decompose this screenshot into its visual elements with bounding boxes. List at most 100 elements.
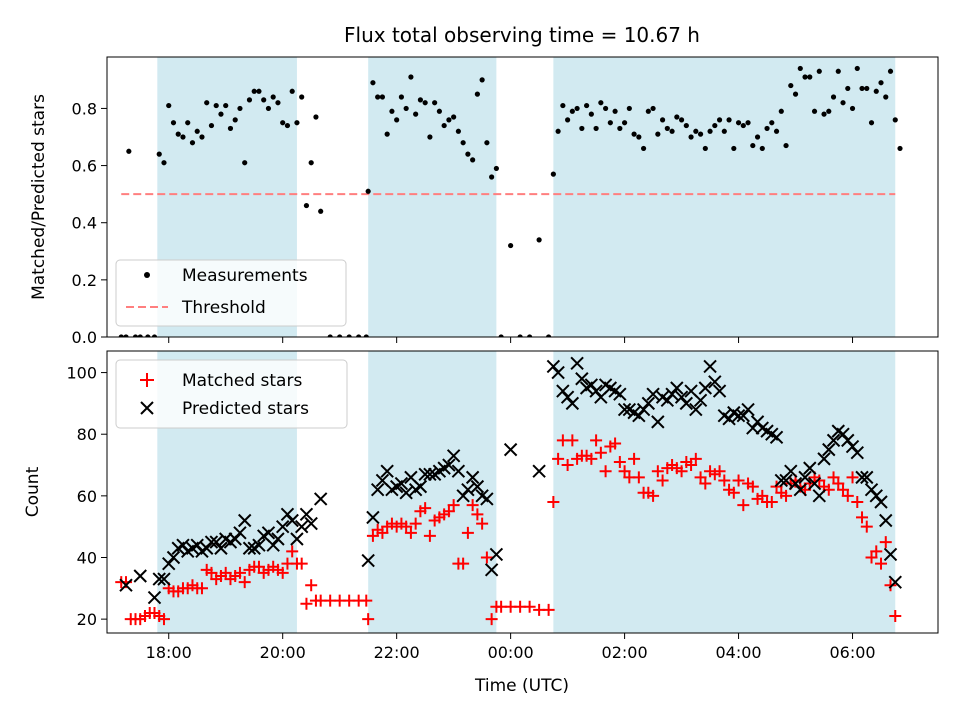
legend-label-predicted: Predicted stars — [182, 399, 309, 419]
matched-star-point — [423, 529, 436, 542]
measurement-point — [821, 111, 827, 117]
measurement-point — [356, 334, 362, 337]
matched-star-point — [756, 489, 769, 502]
predicted-star-point — [712, 384, 727, 398]
measurement-point — [427, 134, 433, 140]
measurement-point — [493, 165, 499, 172]
chart-title: Flux total observing time = 10.67 h — [344, 23, 700, 47]
matched-star-point — [252, 560, 265, 573]
predicted-star-point — [532, 464, 546, 478]
predicted-star-point — [266, 538, 280, 552]
measurement-point — [792, 91, 799, 97]
measurement-point — [883, 94, 889, 100]
predicted-star-point — [570, 356, 584, 371]
measurement-point — [441, 122, 447, 129]
predicted-star-point — [736, 409, 751, 423]
predicted-star-point — [162, 556, 176, 571]
measurement-point — [422, 100, 428, 106]
matched-star-point — [157, 613, 170, 626]
matched-star-point — [594, 446, 607, 459]
matched-star-point — [552, 452, 565, 465]
measurement-point — [199, 134, 205, 140]
measurement-point — [527, 334, 533, 337]
measurement-point — [778, 108, 784, 114]
measurement-point — [745, 120, 751, 126]
x-axis-label: Time (UTC) — [474, 676, 569, 696]
predicted-star-point — [119, 578, 133, 592]
predicted-star-point — [632, 409, 646, 423]
y-tick-label: 0.4 — [72, 214, 97, 233]
matched-star-point — [870, 545, 883, 558]
y-tick-label: 0.6 — [72, 157, 97, 176]
predicted-star-point — [233, 526, 247, 540]
predicted-star-point — [176, 538, 190, 552]
predicted-star-point — [503, 442, 518, 457]
measurement-point — [892, 117, 898, 123]
measurement-point — [788, 82, 794, 89]
measurement-point — [242, 160, 248, 166]
measurement-point — [716, 117, 723, 123]
measurement-point — [251, 88, 257, 94]
measurement-point — [655, 131, 661, 137]
predicted-star-point — [200, 541, 214, 555]
measurement-point — [631, 131, 637, 137]
predicted-star-point — [423, 467, 437, 481]
measurement-point — [132, 334, 139, 337]
measurement-point — [740, 122, 746, 129]
measurement-point — [693, 128, 699, 134]
legend-marker-matched — [140, 373, 154, 387]
matched-star-point — [362, 613, 375, 626]
predicted-star-point — [670, 381, 684, 395]
matched-star-point — [856, 511, 869, 524]
matched-star-point — [632, 471, 645, 484]
measurement-point — [256, 88, 262, 94]
measurement-point — [151, 334, 158, 337]
measurement-point — [702, 145, 708, 152]
predicted-star-point — [793, 482, 807, 497]
predicted-star-point — [399, 486, 413, 500]
measurement-point — [403, 105, 409, 112]
predicted-star-point — [556, 384, 570, 398]
predicted-star-point — [152, 572, 166, 586]
matched-star-point — [447, 499, 460, 512]
matched-star-point — [675, 465, 688, 478]
matched-star-point — [618, 465, 631, 478]
predicted-star-point — [888, 575, 902, 589]
measurement-point — [194, 128, 200, 134]
matched-star-point — [689, 452, 702, 465]
bottom-legend: Matched stars Predicted stars — [115, 359, 348, 429]
predicted-star-point — [480, 492, 494, 506]
measurement-point — [284, 122, 291, 129]
measurement-point — [394, 117, 400, 123]
bottom-x-ticks: 18:00 20:00 22:00 00:00 02:00 04:00 06:00 — [146, 633, 876, 662]
matched-star-point — [851, 496, 864, 509]
predicted-star-point — [703, 359, 717, 374]
predicted-star-point — [361, 553, 375, 568]
predicted-star-point — [674, 390, 689, 404]
bottom-y-axis-label: Count — [23, 466, 43, 517]
predicted-star-point — [285, 513, 299, 528]
matched-star-point — [841, 489, 854, 502]
measurement-point — [868, 120, 875, 126]
predicted-star-point — [860, 470, 874, 485]
measurement-point — [712, 122, 718, 129]
matched-star-point — [685, 459, 698, 472]
predicted-star-point — [826, 433, 841, 448]
measurement-point — [678, 117, 685, 123]
measurement-point — [546, 334, 552, 337]
predicted-star-point — [698, 381, 713, 395]
measurement-point — [726, 117, 732, 123]
predicted-star-point — [788, 476, 803, 491]
matched-star-point — [276, 566, 289, 579]
legend-label-measurements: Measurements — [182, 266, 308, 286]
measurement-point — [664, 125, 670, 132]
measurement-point — [735, 120, 742, 126]
measurement-point — [479, 77, 485, 83]
measurement-point — [859, 85, 865, 92]
top-x-ticks — [168, 337, 854, 343]
matched-star-point — [523, 600, 536, 613]
predicted-star-point — [798, 470, 812, 485]
measurement-point — [750, 142, 756, 149]
y-tick-label: 80 — [77, 425, 97, 444]
measurement-point — [455, 128, 461, 134]
